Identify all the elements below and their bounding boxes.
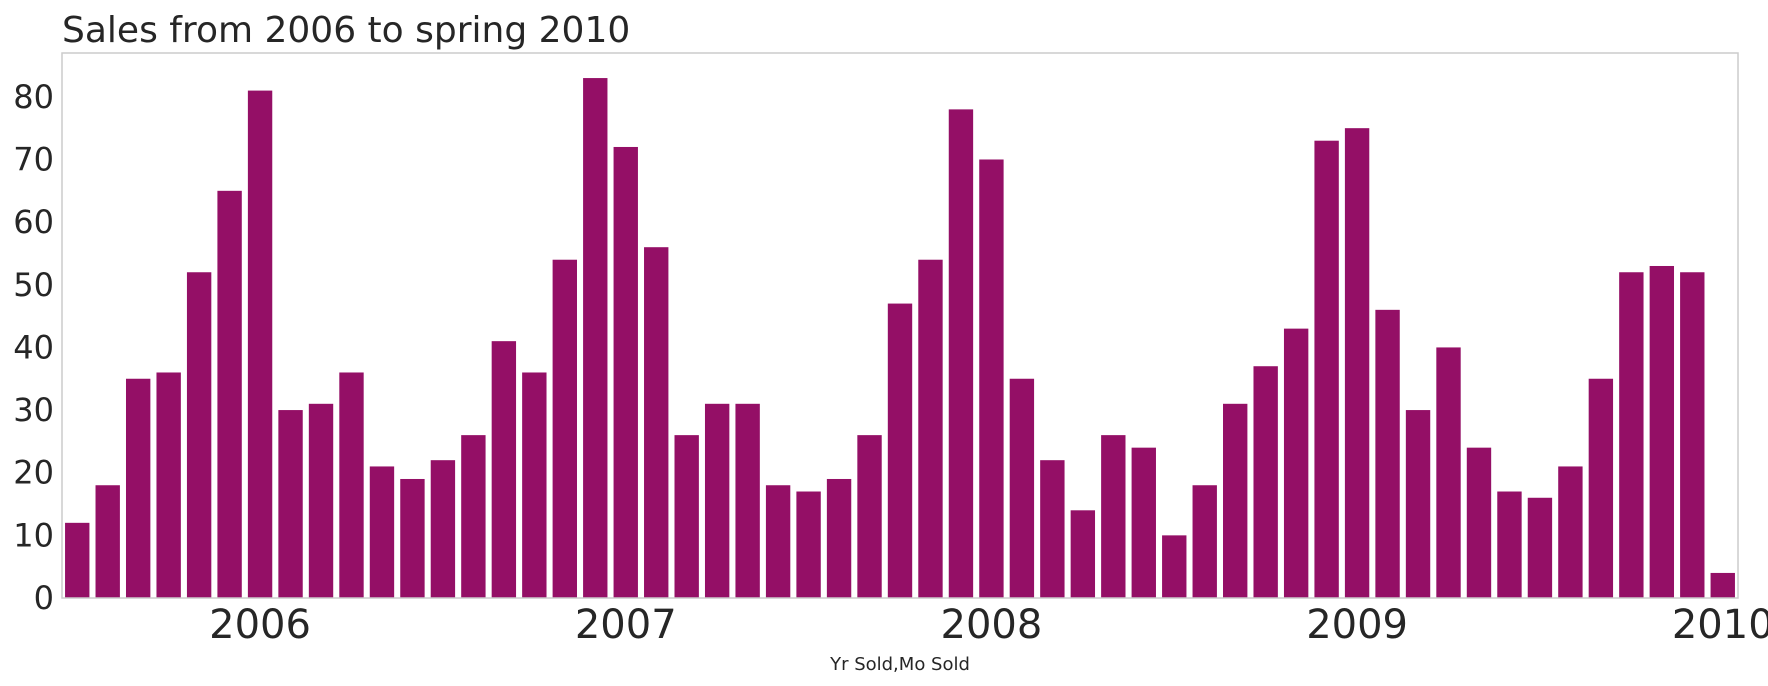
x-tick-label: 2006 (209, 602, 311, 648)
bar (1101, 435, 1126, 598)
x-axis-ticks: 2006 2007 2008 2009 2010 (209, 602, 1768, 648)
bar (552, 259, 577, 598)
y-tick-label: 40 (13, 328, 54, 366)
bar (369, 466, 395, 598)
y-tick-label: 50 (13, 266, 54, 304)
bar (918, 259, 943, 598)
bar (217, 190, 242, 598)
x-tick-label: 2008 (941, 602, 1043, 648)
bar (1710, 572, 1735, 598)
bar (491, 341, 517, 598)
bar (1405, 410, 1431, 598)
bar (796, 491, 821, 598)
bar (644, 247, 669, 598)
bar (735, 403, 760, 598)
bar (1649, 265, 1675, 598)
bar (1375, 309, 1400, 598)
bar (826, 478, 852, 598)
bar (125, 378, 151, 598)
plot-area-frame (61, 52, 1739, 599)
bar (1131, 447, 1156, 598)
bar (765, 485, 791, 598)
bar (1558, 466, 1583, 598)
bar (1283, 328, 1309, 598)
bar (461, 435, 486, 598)
y-tick-label: 0 (34, 579, 54, 617)
bar (1314, 140, 1339, 598)
bar (948, 109, 974, 598)
chart-title: Sales from 2006 to spring 2010 (62, 10, 630, 51)
y-tick-label: 70 (13, 140, 54, 178)
bar (1040, 460, 1065, 598)
bars-group (65, 78, 1735, 599)
bar (1497, 491, 1522, 598)
bar (887, 303, 913, 598)
x-tick-label: 2007 (575, 602, 677, 648)
y-tick-label: 60 (13, 203, 54, 241)
bar (308, 403, 334, 598)
bar (1344, 128, 1370, 599)
bar (186, 272, 212, 598)
bar (65, 522, 90, 598)
bar (156, 372, 181, 598)
y-tick-label: 20 (13, 454, 54, 492)
bar (1223, 403, 1248, 598)
bar (613, 146, 638, 598)
bar (1619, 272, 1644, 598)
bar (583, 78, 608, 598)
x-tick-label: 2010 (1672, 602, 1768, 648)
bar (979, 159, 1004, 599)
bar (674, 435, 699, 598)
bar (95, 485, 120, 598)
y-tick-label: 80 (13, 78, 54, 116)
bar (1162, 535, 1187, 598)
bar (1680, 272, 1705, 598)
bar (857, 435, 882, 598)
bar (1070, 510, 1096, 598)
bar (247, 90, 273, 598)
bar (1588, 378, 1614, 598)
bar (1192, 485, 1217, 598)
y-axis-ticks: 0 10 20 30 40 50 60 70 80 (13, 78, 54, 617)
bar (1527, 497, 1553, 598)
x-axis-label: Yr Sold,Mo Sold (829, 654, 970, 675)
x-tick-label: 2009 (1306, 602, 1408, 648)
bar (1009, 378, 1035, 598)
bar (704, 403, 730, 598)
y-tick-label: 30 (13, 391, 54, 429)
bar (522, 372, 547, 598)
bar (339, 372, 364, 598)
y-tick-label: 10 (13, 516, 54, 554)
bar (400, 478, 425, 598)
bar (430, 460, 456, 598)
bar (278, 410, 303, 598)
bar (1466, 447, 1492, 598)
bar (1436, 347, 1461, 598)
bar (1253, 366, 1278, 598)
